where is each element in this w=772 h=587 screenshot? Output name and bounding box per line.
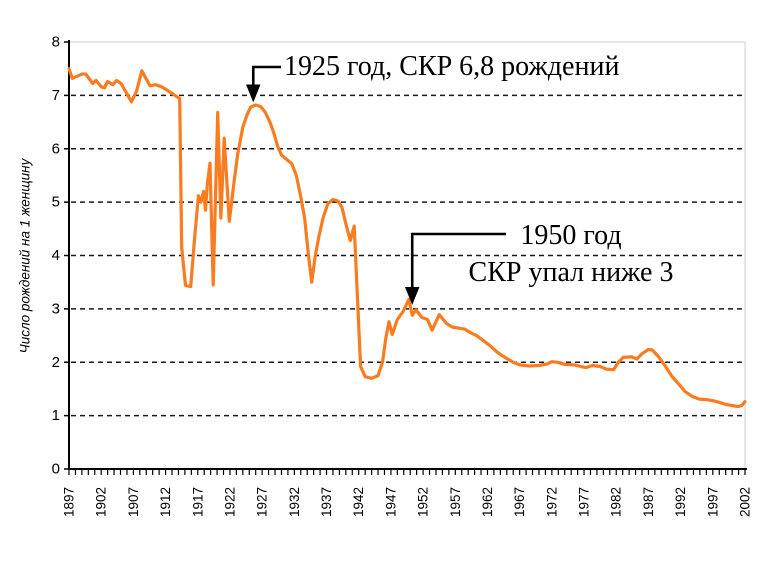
x-tick-label-1942: 1942 bbox=[351, 487, 366, 517]
annotation-1925-arrowhead-icon bbox=[246, 84, 261, 103]
x-tick-label-1947: 1947 bbox=[383, 487, 398, 517]
x-tick-label-1932: 1932 bbox=[287, 487, 302, 517]
y-tick-label-1: 1 bbox=[52, 407, 60, 424]
y-tick-label-2: 2 bbox=[52, 354, 60, 371]
y-tick-label-0: 0 bbox=[52, 461, 60, 478]
annotation-1950-arrowhead-icon bbox=[404, 287, 420, 305]
y-tick-label-4: 4 bbox=[52, 247, 60, 264]
y-axis-title: Число рождений на 1 женщину bbox=[17, 158, 33, 354]
x-tick-label-1902: 1902 bbox=[94, 487, 109, 517]
fertility-line bbox=[67, 67, 747, 409]
x-tick-label-1992: 1992 bbox=[673, 487, 688, 517]
x-tick-label-2002: 2002 bbox=[738, 487, 753, 517]
annotation-1925-connector bbox=[251, 65, 281, 87]
x-tick-label-1927: 1927 bbox=[255, 487, 270, 517]
y-tick-label-8: 8 bbox=[52, 34, 60, 51]
y-tick-label-7: 7 bbox=[52, 87, 60, 104]
x-tick-label-1952: 1952 bbox=[416, 487, 431, 517]
x-tick-label-1967: 1967 bbox=[512, 487, 527, 517]
x-tick-label-1982: 1982 bbox=[609, 487, 624, 517]
x-tick-label-1957: 1957 bbox=[448, 487, 463, 517]
x-tick-label-1972: 1972 bbox=[544, 487, 559, 517]
y-tick-label-3: 3 bbox=[52, 300, 60, 317]
x-tick-label-1922: 1922 bbox=[222, 487, 237, 517]
annotation-1925: 1925 год, СКР 6,8 рождений bbox=[284, 48, 619, 85]
x-tick-label-1977: 1977 bbox=[577, 487, 592, 517]
annotation-1950-connector bbox=[410, 232, 506, 289]
x-tick-label-1897: 1897 bbox=[62, 487, 77, 517]
annotation-1950-line1: 1950 год bbox=[520, 220, 622, 251]
x-tick-label-1987: 1987 bbox=[641, 487, 656, 517]
x-tick-label-1997: 1997 bbox=[705, 487, 720, 517]
y-tick-label-5: 5 bbox=[52, 194, 60, 211]
y-tick-label-6: 6 bbox=[52, 140, 60, 157]
x-tick-label-1937: 1937 bbox=[319, 487, 334, 517]
annotation-1950: 1950 год СКР упал ниже 3 bbox=[450, 217, 692, 291]
x-tick-label-1907: 1907 bbox=[126, 487, 141, 517]
x-tick-label-1962: 1962 bbox=[480, 487, 495, 517]
annotation-1925-text: 1925 год, СКР 6,8 рождений bbox=[284, 51, 620, 82]
x-tick-label-1912: 1912 bbox=[158, 487, 173, 517]
annotation-1950-line2: СКР упал ниже 3 bbox=[468, 257, 674, 288]
x-tick-label-1917: 1917 bbox=[190, 487, 205, 517]
